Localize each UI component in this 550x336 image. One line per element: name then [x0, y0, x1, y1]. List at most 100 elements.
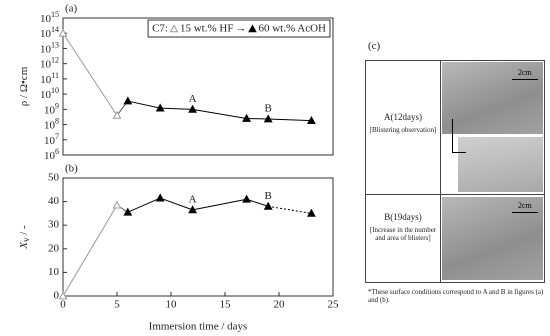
- annotation: A: [189, 93, 197, 105]
- series-line: [268, 118, 312, 122]
- marker: [112, 200, 122, 209]
- y-tick-base: 10: [44, 134, 56, 146]
- series-line: [192, 198, 247, 211]
- marker: [58, 28, 68, 37]
- y-tick-exponent: 8: [55, 116, 59, 125]
- marker: [306, 116, 316, 125]
- x-tick-label: 0: [60, 299, 66, 311]
- marker: [188, 104, 198, 113]
- y-tick-label: 107: [44, 132, 59, 147]
- arrow: [452, 119, 453, 152]
- marker: [58, 291, 68, 300]
- y-tick-exponent: 10: [51, 86, 59, 95]
- y-tick-exponent: 14: [51, 25, 59, 34]
- plot-frame: [62, 177, 334, 297]
- y-tick-exponent: 6: [55, 147, 59, 156]
- y-tick-exponent: 9: [55, 101, 59, 110]
- y-tick-label: 30: [48, 219, 60, 231]
- row-note: [Increase in the number and area of blis…: [369, 226, 437, 242]
- x-tick-label: 20: [274, 299, 286, 311]
- marker: [155, 193, 165, 202]
- y-axis-label: ρ / Ω•cm: [18, 66, 30, 106]
- y-tick-label: 1011: [40, 71, 59, 86]
- legend-label: 60 wt.% AcOH: [258, 23, 326, 35]
- panel-label: (a): [65, 3, 78, 15]
- y-tick-label: 10: [48, 266, 60, 278]
- y-axis-label: Xv / -: [18, 225, 32, 250]
- photo: [442, 197, 543, 280]
- divider: [365, 194, 545, 195]
- legend-box: [147, 19, 331, 38]
- x-tick-label: 15: [220, 299, 232, 311]
- panel-frame: [365, 60, 545, 283]
- y-label-main: ρ / Ω•cm: [18, 66, 30, 106]
- marker: [155, 103, 165, 112]
- photo: [442, 62, 543, 134]
- marker: [123, 207, 133, 216]
- series-line: [127, 197, 161, 213]
- y-tick-label: 1013: [40, 40, 59, 55]
- marker: [123, 96, 133, 105]
- marker: [263, 201, 273, 210]
- y-tick-base: 10: [40, 58, 52, 70]
- y-tick-base: 10: [40, 13, 52, 25]
- y-tick-base: 10: [44, 104, 56, 116]
- series-line: [160, 197, 193, 211]
- photo-inset: [458, 137, 543, 192]
- row-title: B(19days): [384, 212, 422, 222]
- panel-label: (b): [65, 163, 78, 175]
- y-tick-label: 40: [48, 195, 60, 207]
- y-tick-label: 50: [48, 172, 60, 184]
- marker: [242, 113, 252, 122]
- scale-label: 2cm: [518, 201, 532, 210]
- legend-marker: [169, 24, 179, 33]
- series-line: [62, 204, 118, 297]
- x-axis-label: Immersion time / days: [149, 321, 248, 333]
- row-title: A(12days): [384, 112, 422, 122]
- series-line: [246, 198, 269, 207]
- marker: [306, 208, 316, 217]
- series-line: [192, 108, 247, 119]
- y-tick-base: 10: [40, 28, 52, 40]
- arrow: [452, 152, 466, 153]
- y-tick-label: 1014: [40, 25, 59, 40]
- series-line: [246, 117, 269, 120]
- y-tick-exponent: 12: [51, 55, 59, 64]
- y-tick-base: 10: [40, 43, 52, 55]
- y-label-suffix: / -: [18, 225, 30, 238]
- legend: C7: 15 wt.% HF → 60 wt.% AcOH: [147, 19, 331, 38]
- x-tick-label: 25: [328, 299, 340, 311]
- y-tick-label: 1015: [40, 10, 59, 25]
- y-tick-exponent: 7: [55, 132, 59, 141]
- scale-label: 2cm: [518, 68, 532, 77]
- legend-marker: [248, 24, 257, 33]
- y-tick-exponent: 11: [51, 71, 59, 80]
- y-tick-base: 10: [44, 150, 56, 162]
- y-tick-label: 108: [44, 116, 59, 131]
- y-tick-label: 20: [48, 242, 60, 254]
- scale-bar: [512, 212, 538, 213]
- x-tick-label: 5: [114, 299, 120, 311]
- plot-frame: [62, 17, 334, 156]
- annotation: B: [265, 103, 272, 115]
- y-tick-label: 106: [44, 147, 59, 162]
- legend-label: 15 wt.% HF: [180, 23, 233, 35]
- y-tick-exponent: 15: [51, 10, 59, 19]
- legend-separator: →: [235, 23, 246, 35]
- series-line: [62, 32, 118, 116]
- y-label-sub: v: [21, 237, 31, 242]
- divider: [440, 60, 441, 283]
- series-line: [160, 107, 193, 110]
- annotation: B: [265, 190, 272, 202]
- panel-label: (c): [368, 40, 381, 52]
- marker: [242, 194, 252, 203]
- y-tick-base: 10: [44, 119, 56, 131]
- marker: [263, 114, 273, 123]
- y-tick-label: 1012: [40, 55, 59, 70]
- marker: [112, 110, 122, 119]
- y-tick-label: 109: [44, 101, 59, 116]
- x-tick-label: 10: [166, 299, 178, 311]
- y-tick-label: 1010: [40, 86, 59, 101]
